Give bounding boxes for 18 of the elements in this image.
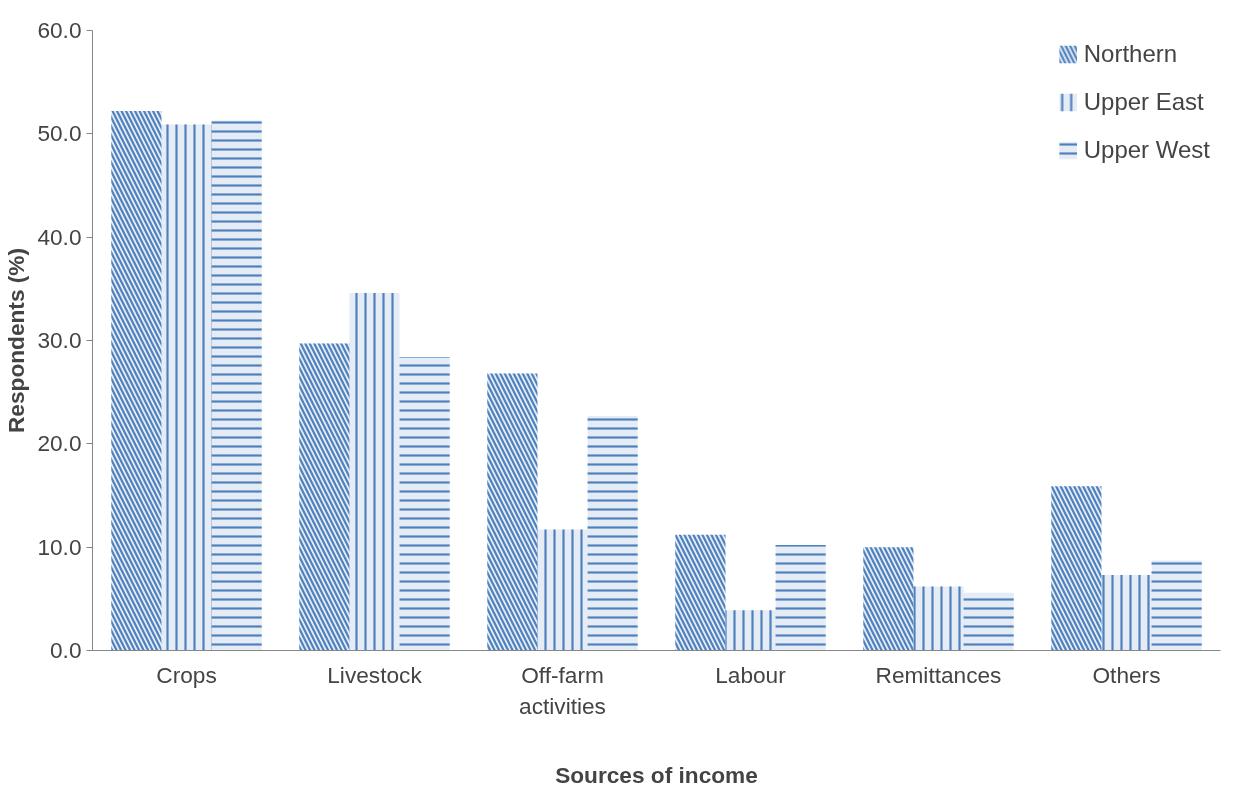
- legend-label: Upper West: [1083, 136, 1210, 164]
- x-tick-label: Remittances: [875, 661, 1002, 688]
- y-tick-label: 50.0: [37, 120, 82, 147]
- x-tick-label: Labour: [715, 661, 787, 688]
- y-tick-label: 0.0: [50, 637, 82, 663]
- legend-label: Northern: [1083, 40, 1178, 68]
- y-tick-label: 10.0: [37, 533, 82, 560]
- y-tick-label: 20.0: [37, 430, 82, 457]
- y-axis-title: Respondents (%): [3, 247, 30, 434]
- y-tick-label: 40.0: [37, 223, 82, 250]
- x-tick-label: Off-farm activities: [519, 661, 606, 719]
- legend-label: Upper East: [1083, 88, 1204, 116]
- x-axis-title: Sources of income: [555, 761, 758, 788]
- y-tick-label: 30.0: [37, 327, 82, 353]
- x-tick-label: Livestock: [327, 661, 423, 688]
- x-tick-label: Crops: [156, 661, 217, 688]
- x-tick-label: Others: [1092, 661, 1161, 688]
- y-tick-label: 60.0: [37, 17, 82, 43]
